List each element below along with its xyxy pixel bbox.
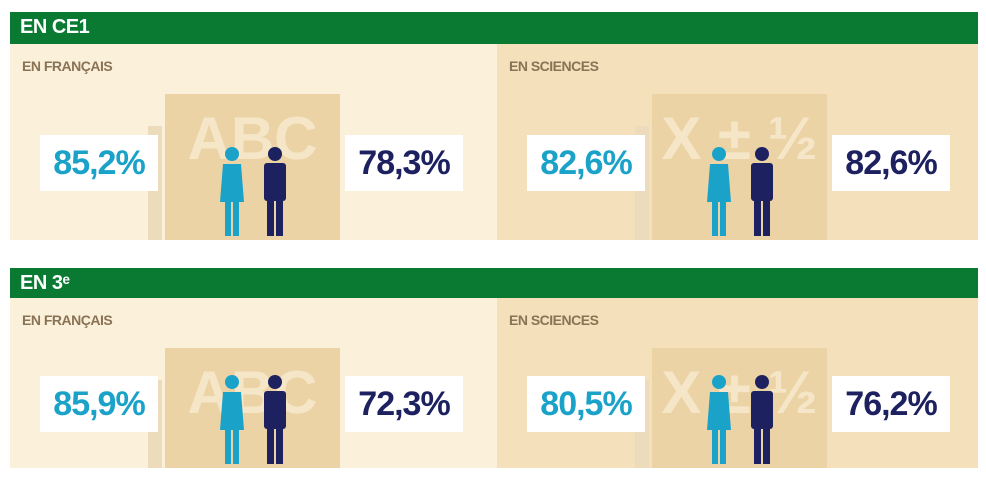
girl-figure xyxy=(704,374,734,466)
blackboard: ABC xyxy=(165,348,340,468)
boy-figure xyxy=(747,374,777,466)
blackboard: ABC xyxy=(165,94,340,240)
boys-value: 72,3% xyxy=(345,376,463,432)
board-text: ABC xyxy=(165,358,340,427)
boy-figure xyxy=(747,146,777,238)
girls-value: 85,9% xyxy=(40,376,158,432)
subject-label: EN SCIENCES xyxy=(509,312,598,328)
girl-figure xyxy=(217,146,247,238)
blackboard: X ± ½ xyxy=(652,94,827,240)
boys-value: 78,3% xyxy=(345,135,463,191)
girl-figure xyxy=(704,146,734,238)
girls-value: 82,6% xyxy=(527,135,645,191)
girl-figure xyxy=(217,374,247,466)
boy-figure xyxy=(260,146,290,238)
boys-value: 76,2% xyxy=(832,376,950,432)
subject-label: EN SCIENCES xyxy=(509,58,598,74)
infographic: EN CE1EN FRANÇAISABC85,2%78,3%EN SCIENCE… xyxy=(0,0,986,492)
boy-figure xyxy=(260,374,290,466)
subject-label: EN FRANÇAIS xyxy=(22,312,112,328)
girls-value: 80,5% xyxy=(527,376,645,432)
blackboard: X ± ½ xyxy=(652,348,827,468)
board-text: X ± ½ xyxy=(652,104,827,173)
girls-value: 85,2% xyxy=(40,135,158,191)
board-text: ABC xyxy=(165,104,340,173)
board-text: X ± ½ xyxy=(652,358,827,427)
section-header: EN CE1 xyxy=(10,12,978,44)
section-header: EN 3ᵉ xyxy=(10,268,978,300)
boys-value: 82,6% xyxy=(832,135,950,191)
subject-label: EN FRANÇAIS xyxy=(22,58,112,74)
